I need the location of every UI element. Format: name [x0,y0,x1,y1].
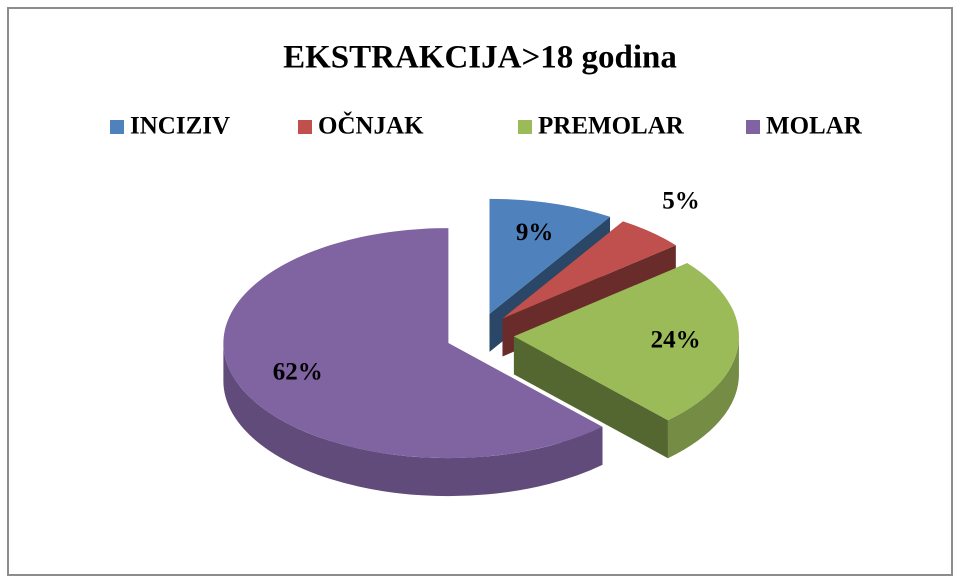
pie-slice [502,221,676,319]
legend-label: MOLAR [766,113,863,140]
pie-slice [223,228,603,459]
data-label: 5% [662,188,700,215]
data-label: 62% [273,358,323,385]
legend-label: PREMOLAR [538,113,685,140]
chart-title: EKSTRAKCIJA>18 godina [283,40,677,76]
data-label: 9% [516,219,554,246]
slice-edge [223,343,603,497]
slice-edge [667,336,739,459]
data-label: 24% [651,326,701,353]
legend-swatch [746,120,760,134]
legend-label: INCIZIV [130,113,230,140]
legend-label: OČNJAK [318,111,424,140]
legend-swatch [298,120,312,134]
legend-swatch [110,120,124,134]
pie-slice [513,263,739,421]
pie-tops [223,198,739,459]
slice-wall [513,336,668,459]
legend-swatch [518,120,532,134]
pie-slice [489,198,611,314]
